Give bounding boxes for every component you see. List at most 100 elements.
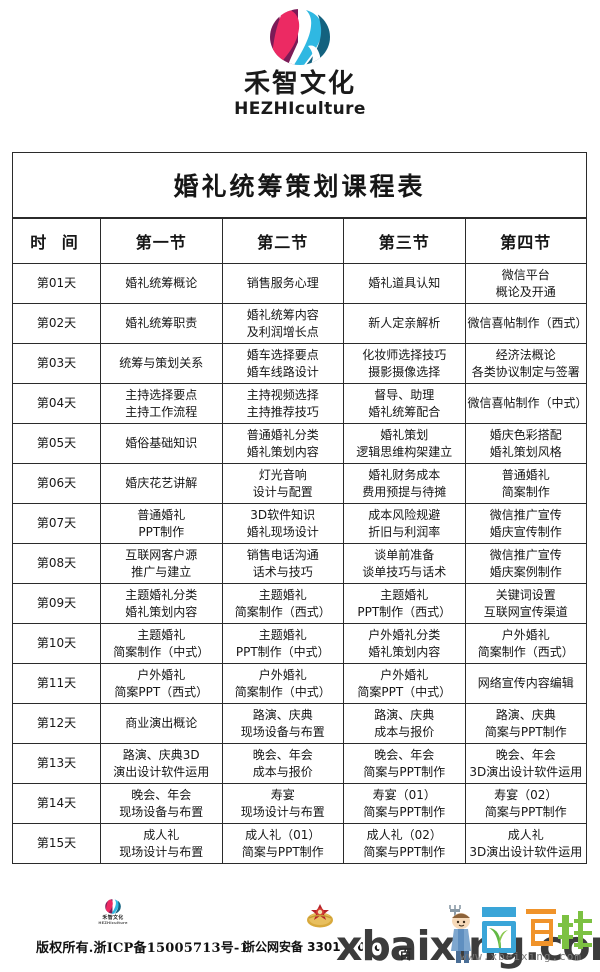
cell-session-3: 户外婚礼分类 婚礼策划内容 (343, 623, 466, 664)
cell-text-line: 寿宴（01） (372, 788, 436, 803)
footer-brand-name-cn: 禾智文化 (102, 915, 124, 921)
cell-text-line: 简案与PPT制作 (363, 764, 446, 779)
cell-text-line: 关键词设置 (495, 588, 556, 603)
cell-session-4: 户外婚礼 简案制作（西式） (464, 623, 588, 664)
cell-text-line: 摄影摄像选择 (368, 364, 441, 379)
cell-text-line: 婚车线路设计 (246, 364, 319, 379)
cell-text-line: 婚礼策划风格 (489, 444, 562, 459)
cell-text-line: 婚礼策划内容 (368, 644, 441, 659)
cell-session-1: 户外婚礼 简案PPT（西式） (100, 663, 223, 704)
cell-text-line: 话术与技巧 (252, 564, 313, 579)
footer-brand-name-en: HEZHIculture (98, 921, 128, 925)
cell-session-3: 婚礼财务成本 费用预提与待摊 (343, 463, 466, 504)
cell-text-line: 3D演出设计软件运用 (469, 764, 583, 779)
table-row: 第05天 婚俗基础知识 普通婚礼分类 婚礼策划内容 婚礼策划 逻辑思维构架建立 婚庆色彩搭配… (12, 423, 588, 464)
cell-text-line: 谈单前准备 (374, 548, 435, 563)
cell-text-line: 路演、庆典 (252, 708, 313, 723)
cell-session-2: 销售服务心理 (221, 263, 344, 304)
cell-text-line: 推广与建立 (131, 564, 192, 579)
cell-text-line: 婚礼策划内容 (125, 604, 198, 619)
cell-text-line: 普通婚礼 (501, 468, 550, 483)
cell-session-2: 3D软件知识 婚礼现场设计 (221, 503, 344, 544)
cell-session-1: 普通婚礼 PPT制作 (100, 503, 223, 544)
cell-text-line: 设计与配置 (252, 484, 313, 499)
cell-session-1: 晚会、年会 现场设备与布置 (100, 783, 223, 824)
table-row: 第12天 商业演出概论 路演、庆典 现场设备与布置 路演、庆典 成本与报价 路演、庆典 简案与… (12, 703, 588, 744)
cell-text-line: 婚礼统筹内容 (246, 308, 319, 323)
cell-text-line: 户外婚礼 (258, 668, 307, 683)
cell-session-4: 寿宴（02） 简案与PPT制作 (464, 783, 588, 824)
cell-text-line: 主持选择要点 (125, 388, 198, 403)
cell-text-line: 简案制作 (501, 484, 550, 499)
column-header-time: 时 间 (12, 217, 101, 264)
cell-session-3: 化妆师选择技巧 摄影摄像选择 (343, 343, 466, 384)
cell-session-4: 成人礼 3D演出设计软件运用 (464, 823, 588, 864)
cell-text-line: 主持推荐技巧 (246, 404, 319, 419)
brand-header: 禾智文化 HEZHIculture (0, 0, 600, 119)
cell-text-line: 婚礼财务成本 (368, 468, 441, 483)
cell-text-line: 主持视频选择 (246, 388, 319, 403)
cell-session-3: 成人礼（02） 简案与PPT制作 (343, 823, 466, 864)
cell-text-line: 微信平台 (501, 268, 550, 283)
cell-text-line: 成本与报价 (252, 764, 313, 779)
table-row: 第08天 互联网客户源 推广与建立 销售电话沟通 话术与技巧 谈单前准备 谈单技巧与话术 微信… (12, 543, 588, 584)
cell-session-3: 晚会、年会 简案与PPT制作 (343, 743, 466, 784)
cell-text-line: 婚庆宣传制作 (489, 524, 562, 539)
cell-text-line: 简案制作（中式） (113, 644, 210, 659)
cell-session-4: 微信喜帖制作（中式） (464, 383, 588, 424)
cell-text-line: 户外婚礼 (501, 628, 550, 643)
table-row: 第03天 统筹与策划关系 婚车选择要点 婚车线路设计 化妆师选择技巧 摄影摄像选择 经济法概… (12, 343, 588, 384)
cell-session-2: 灯光音响 设计与配置 (221, 463, 344, 504)
cell-day: 第11天 (12, 663, 101, 704)
cell-text-line: 晚会、年会 (495, 748, 556, 763)
cell-text-line: PPT制作（中式） (235, 644, 330, 659)
page-title: 婚礼统筹策划课程表 (11, 152, 588, 219)
cell-day: 第13天 (12, 743, 101, 784)
cell-text-line: 普通婚礼分类 (246, 428, 319, 443)
cell-session-4: 路演、庆典 简案与PPT制作 (464, 703, 588, 744)
cell-session-2: 主持视频选择 主持推荐技巧 (221, 383, 344, 424)
cell-session-4: 晚会、年会 3D演出设计软件运用 (464, 743, 588, 784)
cell-session-3: 主题婚礼 PPT制作（西式） (343, 583, 466, 624)
cell-session-2: 主题婚礼 简案制作（西式） (221, 583, 344, 624)
cell-session-2: 销售电话沟通 话术与技巧 (221, 543, 344, 584)
cell-text-line: 婚庆色彩搭配 (489, 428, 562, 443)
cell-text-line: 现场设备与布置 (240, 724, 325, 739)
cell-text-line: 晚会、年会 (252, 748, 313, 763)
hezhi-swirl-logo-icon (258, 6, 342, 68)
cell-session-2: 婚礼统筹内容 及利润增长点 (221, 303, 344, 344)
table-row: 第09天 主题婚礼分类 婚礼策划内容 主题婚礼 简案制作（西式） 主题婚礼 PPT制作（西式… (12, 583, 588, 624)
cell-text-line: 简案与PPT制作 (484, 724, 567, 739)
cell-text-line: 晚会、年会 (374, 748, 435, 763)
cell-text-line: 销售电话沟通 (246, 548, 319, 563)
cell-session-2: 主题婚礼 PPT制作（中式） (221, 623, 344, 664)
cell-session-1: 婚庆花艺讲解 (100, 463, 223, 504)
cell-text-line: 婚礼策划 (380, 428, 429, 443)
police-badge-icon (305, 901, 335, 931)
cell-text-line: 演出设计软件运用 (113, 764, 210, 779)
cell-text-line: 婚礼统筹职责 (125, 316, 198, 331)
table-row: 第11天 户外婚礼 简案PPT（西式） 户外婚礼 简案制作（中式） 户外婚礼 简案PPT（中… (12, 663, 588, 704)
table-row: 第02天 婚礼统筹职责 婚礼统筹内容 及利润增长点 新人定亲解析 微信喜帖制作（西式） (12, 303, 588, 344)
cell-text-line: 婚礼统筹配合 (368, 404, 441, 419)
cell-session-3: 路演、庆典 成本与报价 (343, 703, 466, 744)
cell-day: 第05天 (12, 423, 101, 464)
cell-text-line: 户外婚礼分类 (368, 628, 441, 643)
cell-text-line: 婚庆花艺讲解 (125, 476, 198, 491)
cell-text-line: 成人礼 (143, 828, 180, 843)
cell-session-4: 经济法概论 各类协议制定与签署 (464, 343, 588, 384)
cell-day: 第04天 (12, 383, 101, 424)
cell-text-line: 微信喜帖制作（西式） (467, 316, 588, 331)
cell-session-3: 寿宴（01） 简案与PPT制作 (343, 783, 466, 824)
cell-text-line: 普通婚礼 (137, 508, 186, 523)
table-row: 第10天 主题婚礼 简案制作（中式） 主题婚礼 PPT制作（中式） 户外婚礼分类 婚礼策划内… (12, 623, 588, 664)
cell-text-line: 销售服务心理 (246, 276, 319, 291)
cell-day: 第06天 (12, 463, 101, 504)
cell-day: 第01天 (12, 263, 101, 304)
cell-text-line: 现场设备与布置 (119, 804, 204, 819)
cell-session-1: 路演、庆典3D 演出设计软件运用 (100, 743, 223, 784)
cell-text-line: 折旧与利润率 (368, 524, 441, 539)
cell-text-line: 统筹与策划关系 (119, 356, 204, 371)
column-header-session-1: 第一节 (100, 217, 223, 264)
cell-text-line: 简案与PPT制作 (241, 844, 324, 859)
